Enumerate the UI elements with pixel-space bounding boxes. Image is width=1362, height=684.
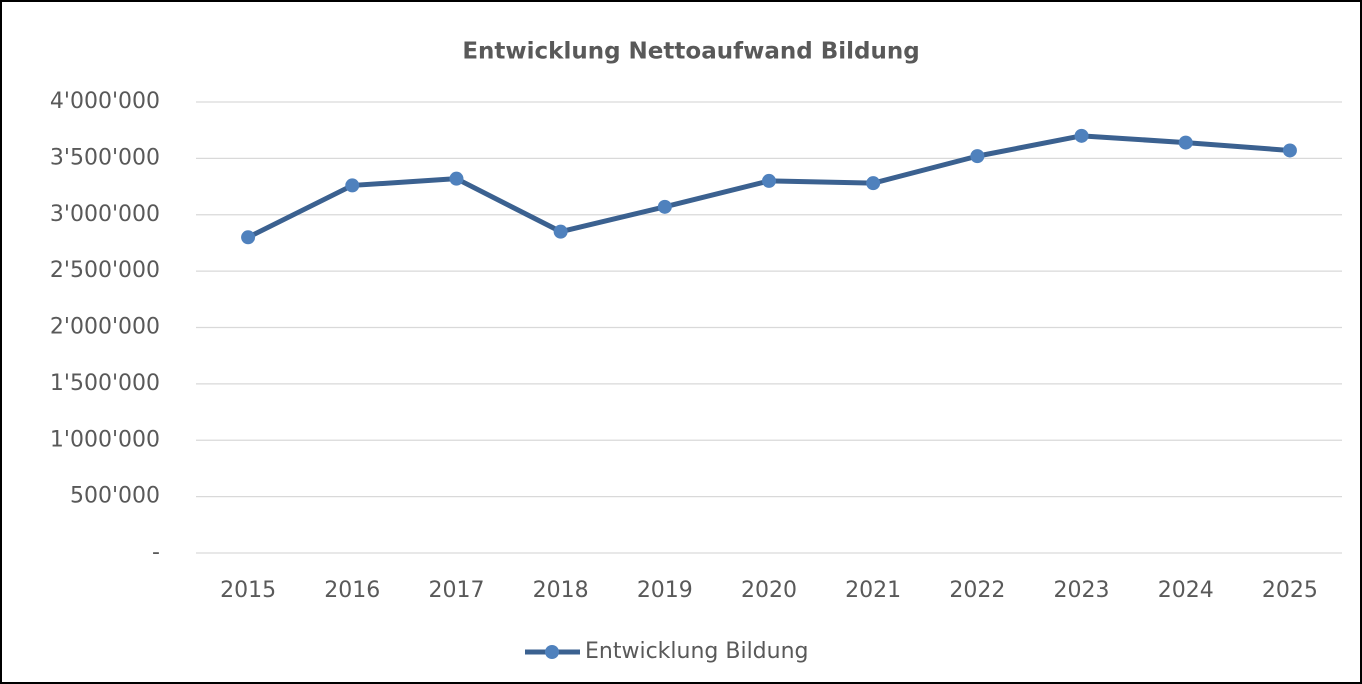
data-point [970,149,985,164]
data-point [1178,135,1193,150]
legend-marker [545,645,559,659]
y-tick-label: 1'500'000 [50,371,160,396]
data-point [345,178,360,193]
x-tick-label: 2020 [741,578,797,603]
data-point [241,230,256,245]
legend-label: Entwicklung Bildung [585,639,809,664]
x-tick-label: 2017 [428,578,484,603]
x-tick-label: 2025 [1262,578,1318,603]
x-tick-label: 2021 [845,578,901,603]
data-point [762,173,776,188]
chart-title: Entwicklung Nettoaufwand Bildung [462,39,919,65]
y-tick-label: 500'000 [70,484,160,509]
x-tick-label: 2016 [324,578,380,603]
x-tick-label: 2023 [1054,578,1110,603]
y-tick-label: - [152,540,160,565]
data-point [1282,143,1297,158]
y-tick-label: 4'000'000 [50,89,160,114]
y-tick-label: 3'000'000 [50,202,160,227]
x-tick-label: 2015 [220,578,276,603]
y-tick-label: 3'500'000 [50,145,160,170]
y-tick-label: 1'000'000 [50,427,160,452]
data-point [1074,128,1089,143]
x-tick-label: 2019 [637,578,693,603]
y-tick-label: 2'500'000 [50,258,160,283]
data-point [866,176,881,191]
y-tick-label: 2'000'000 [50,315,160,340]
data-point [657,199,672,214]
data-point [553,224,568,239]
x-tick-label: 2024 [1158,578,1214,603]
x-tick-label: 2022 [949,578,1005,603]
data-point [449,171,464,186]
x-tick-label: 2018 [533,578,589,603]
